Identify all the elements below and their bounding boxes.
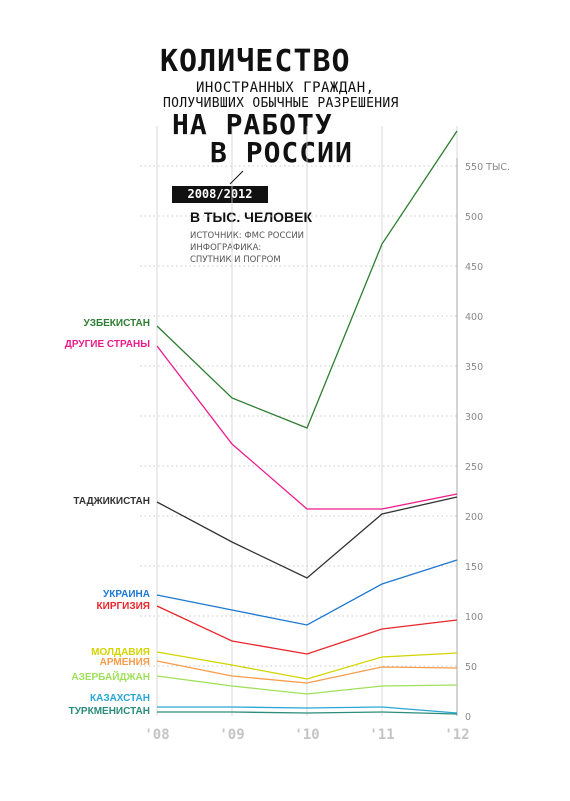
y-tick-label: 450 xyxy=(465,262,483,273)
series-line xyxy=(156,496,458,579)
y-tick-label: 250 xyxy=(465,462,483,473)
y-tick-label: 300 xyxy=(465,412,483,423)
source-note: ИСТОЧНИК: ФМС РОССИИ xyxy=(190,231,305,241)
series-label: ТУРКМЕНИСТАН xyxy=(69,706,150,717)
y-tick-label: 350 xyxy=(465,362,483,373)
series-label: УЗБЕКИСТАН xyxy=(83,318,150,329)
chart-title-line-3: ПОЛУЧИВШИХ ОБЫЧНЫЕ РАЗРЕШЕНИЯ xyxy=(163,96,399,111)
x-tick-label: '11 xyxy=(369,727,394,743)
chart-title: КОЛИЧЕСТВО xyxy=(160,44,351,79)
series-label: ТАДЖИКИСТАН xyxy=(73,496,150,507)
chart-title-line-4: НА РАБОТУ xyxy=(172,108,333,141)
series-line xyxy=(156,559,458,626)
chart-title-line-2: ИНОСТРАННЫХ ГРАЖДАН, xyxy=(196,80,375,96)
chart-title-line-5: В РОССИИ xyxy=(210,136,353,169)
y-tick-label: 400 xyxy=(465,312,483,323)
series-line xyxy=(157,706,458,714)
period-badge: 2008/2012 xyxy=(172,186,268,203)
series-line xyxy=(156,651,458,680)
series-line xyxy=(156,605,458,655)
x-tick-label: '08 xyxy=(144,727,169,743)
series-line xyxy=(156,675,458,695)
series-line xyxy=(156,345,458,510)
y-tick-label: 50 xyxy=(465,662,477,673)
credit-line-2: СПУТНИК И ПОГРОМ xyxy=(190,255,281,265)
x-tick-label: '09 xyxy=(219,727,244,743)
y-tick-label: 100 xyxy=(465,612,483,623)
y-tick-label: 500 xyxy=(465,212,483,223)
series-label: КАЗАХСТАН xyxy=(90,693,150,704)
series-label: МОЛДАВИЯ xyxy=(91,647,150,658)
series-line xyxy=(157,711,458,715)
series-label: КИРГИЗИЯ xyxy=(97,601,150,612)
title-pointer xyxy=(229,170,244,185)
y-tick-label: 0 xyxy=(465,712,471,723)
series-label: ДРУГИЕ СТРАНЫ xyxy=(65,339,151,350)
units-label: В ТЫС. ЧЕЛОВЕК xyxy=(190,209,313,225)
series-line xyxy=(156,660,458,684)
y-tick-label: 150 xyxy=(465,562,483,573)
series-line xyxy=(156,130,458,429)
y-tick-label: 550 ТЫС. xyxy=(465,162,510,173)
series-label: АЗЕРБАЙДЖАН xyxy=(71,670,150,683)
series-label: УКРАИНА xyxy=(103,589,150,600)
y-tick-label: 200 xyxy=(465,512,483,523)
series-label: АРМЕНИЯ xyxy=(100,657,150,668)
x-tick-label: '12 xyxy=(444,727,469,743)
x-tick-label: '10 xyxy=(294,727,319,743)
credit-line-1: ИНФОГРАФИКА: xyxy=(190,243,262,253)
